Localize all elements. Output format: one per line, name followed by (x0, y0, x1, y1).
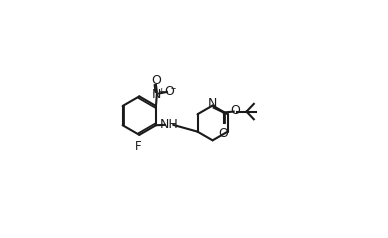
Text: O: O (230, 104, 241, 117)
Text: O: O (164, 85, 174, 98)
Text: N: N (152, 88, 161, 101)
Text: F: F (135, 140, 141, 153)
Text: O: O (219, 127, 229, 140)
Text: +: + (157, 87, 164, 96)
Text: O: O (151, 74, 161, 87)
Text: –: – (170, 84, 175, 94)
Text: N: N (208, 97, 217, 110)
Text: NH: NH (160, 118, 178, 131)
